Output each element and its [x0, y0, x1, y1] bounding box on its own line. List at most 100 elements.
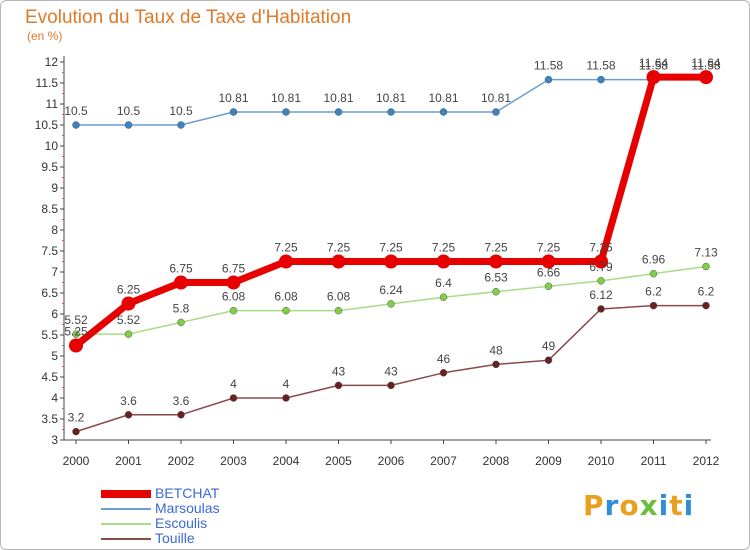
data-label: 46: [437, 352, 451, 366]
data-point: [72, 121, 80, 129]
data-point: [436, 254, 451, 269]
logo-letter: r: [604, 489, 620, 522]
data-label: 10.5: [169, 104, 193, 118]
data-point: [279, 254, 293, 269]
logo-letter: o: [619, 489, 640, 522]
logo-letter: x: [639, 489, 659, 522]
data-label: 6.75: [169, 262, 193, 276]
data-point: [229, 394, 238, 402]
data-point: [597, 277, 605, 285]
data-label: 7.25: [484, 241, 508, 255]
chart-unit: (en %): [27, 29, 63, 43]
data-point: [541, 254, 556, 269]
legend-label: BETCHAT: [155, 485, 220, 501]
data-point: [121, 296, 136, 311]
y-tick-label: 8: [51, 223, 58, 237]
legend-swatch: [101, 508, 151, 510]
data-point: [649, 269, 658, 278]
data-point: [649, 301, 658, 310]
data-label: 5.8: [173, 301, 190, 315]
data-label: 10.5: [64, 104, 88, 118]
y-tick-label: 11.5: [36, 76, 59, 90]
data-label: 11.64: [639, 56, 668, 70]
data-label: 7.25: [589, 241, 613, 255]
data-point: [387, 108, 395, 116]
data-point: [544, 356, 553, 364]
data-label: 6.24: [379, 283, 403, 297]
data-point: [69, 338, 83, 353]
x-tick-label: 2010: [588, 454, 615, 468]
data-label: 7.25: [327, 241, 351, 255]
data-label: 7.25: [379, 241, 403, 255]
y-tick-label: 5: [51, 349, 58, 363]
proxiti-logo: Proxiti: [583, 489, 694, 522]
data-point: [544, 75, 553, 84]
data-label: 5.52: [117, 313, 141, 327]
logo-letter: i: [658, 489, 670, 522]
x-tick-label: 2003: [220, 454, 247, 468]
data-label: 6.08: [327, 290, 351, 304]
data-point: [544, 282, 553, 291]
data-label: 10.81: [218, 91, 248, 105]
chart-title: Evolution du Taux de Taxe d'Habitation: [25, 7, 352, 28]
data-label: 49: [542, 339, 556, 353]
data-label: 6.08: [222, 290, 246, 304]
data-point: [702, 262, 710, 271]
x-tick-label: 2004: [273, 454, 300, 468]
data-point: [492, 360, 500, 369]
data-point: [334, 381, 343, 390]
data-label: 11.64: [691, 56, 720, 70]
data-label: 43: [332, 364, 346, 378]
data-label: 10.5: [117, 104, 141, 118]
y-tick-label: 10: [45, 139, 59, 153]
y-tick-label: 7: [51, 265, 58, 279]
data-point: [282, 108, 290, 116]
data-label: 10.81: [271, 91, 301, 105]
data-label: 10.81: [428, 91, 458, 105]
data-point: [282, 394, 290, 402]
data-point: [334, 306, 343, 315]
y-tick-label: 9: [51, 181, 58, 195]
data-point: [282, 306, 290, 315]
legend-label: Marsoulas: [155, 500, 220, 516]
x-tick-label: 2002: [168, 454, 195, 468]
y-tick-label: 10.5: [35, 118, 59, 132]
data-point: [331, 254, 346, 269]
data-point: [226, 275, 241, 290]
y-tick-label: 12: [45, 55, 59, 69]
data-label: 10.81: [376, 91, 406, 105]
x-tick-label: 2011: [641, 454, 667, 468]
logo-letter: i: [683, 489, 695, 522]
data-point: [384, 254, 398, 269]
y-tick-label: 3.5: [41, 412, 58, 426]
data-label: 4: [230, 377, 237, 391]
data-point: [439, 293, 448, 301]
data-label: 3.2: [68, 411, 85, 425]
x-tick-label: 2001: [115, 454, 142, 468]
data-label: 5.25: [64, 325, 88, 339]
data-point: [597, 305, 605, 313]
x-tick-label: 2012: [693, 454, 720, 468]
data-label: 11.58: [586, 59, 615, 73]
data-point: [174, 275, 188, 290]
logo-letter: t: [669, 489, 684, 522]
x-tick-label: 2005: [325, 454, 352, 468]
data-point: [177, 318, 185, 327]
data-label: 10.81: [481, 91, 511, 105]
data-point: [334, 108, 343, 116]
data-label: 5.52: [64, 313, 88, 327]
data-point: [439, 369, 448, 377]
data-label: 7.25: [432, 241, 456, 255]
x-tick-label: 2009: [535, 454, 562, 468]
data-point: [597, 75, 605, 84]
y-tick-label: 4: [51, 391, 58, 405]
data-point: [492, 287, 500, 296]
data-label: 3.6: [173, 394, 190, 408]
data-label: 10.81: [323, 91, 353, 105]
data-label: 6.2: [698, 285, 715, 299]
data-label: 11.58: [691, 59, 720, 73]
data-label: 6.66: [537, 265, 561, 279]
logo-letter: P: [583, 489, 605, 522]
y-tick-label: 6: [51, 307, 58, 321]
